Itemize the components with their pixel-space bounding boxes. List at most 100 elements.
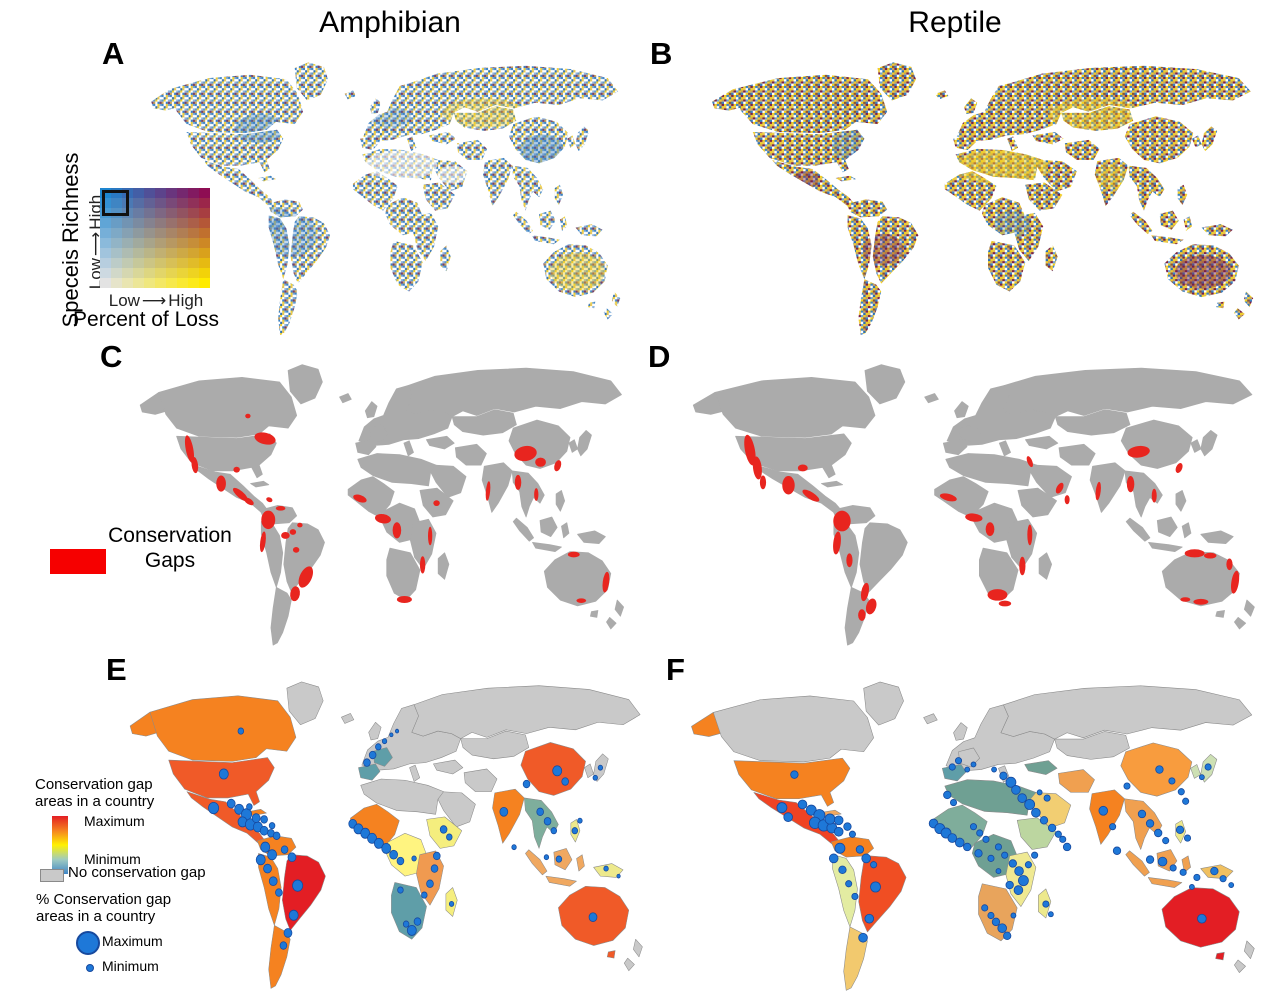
pct-title-line2: areas in a country <box>36 908 156 926</box>
conservation-gaps-label: Conservation Gaps <box>100 523 240 573</box>
bivariate-cell <box>122 218 133 228</box>
bivariate-cell <box>133 198 144 208</box>
bivariate-cell <box>155 208 166 218</box>
min-circle-icon <box>86 964 94 972</box>
bivariate-cell <box>100 188 111 198</box>
bivariate-cell <box>166 218 177 228</box>
gaps-label-line1: Conservation <box>108 524 232 547</box>
bivariate-cell <box>166 188 177 198</box>
bivariate-cell <box>166 248 177 258</box>
bivariate-cell <box>111 198 122 208</box>
panel-letter-a: A <box>102 36 125 71</box>
bivariate-cell <box>133 238 144 248</box>
map-panel-d-reptile-conservation-gaps <box>656 352 1278 652</box>
bivariate-cell <box>199 258 210 268</box>
bivariate-cell <box>199 188 210 198</box>
gradient-title-line1: Conservation gap <box>35 776 153 793</box>
gradient-max-label: Maximum <box>84 813 145 829</box>
bivariate-cell <box>100 268 111 278</box>
pct-title: % Conservation gap areas in a country <box>36 891 171 926</box>
bivariate-cell <box>155 258 166 268</box>
bivariate-cell <box>111 278 122 288</box>
no-gap-label: No conservation gap <box>68 864 206 881</box>
bivariate-cell <box>111 218 122 228</box>
bivariate-cell <box>122 248 133 258</box>
pct-min-label: Minimum <box>102 958 159 974</box>
bivariate-cell <box>133 208 144 218</box>
panel-letter-d: D <box>648 339 671 374</box>
bivariate-cell <box>144 268 155 278</box>
bivariate-cell <box>199 248 210 258</box>
bivariate-cell <box>188 238 199 248</box>
bivariate-cell <box>133 268 144 278</box>
panel-letter-e: E <box>106 652 127 687</box>
bivariate-cell <box>144 188 155 198</box>
bivariate-cell <box>199 208 210 218</box>
bivariate-cell <box>155 248 166 258</box>
gradient-min-label: Minimum <box>84 851 141 867</box>
bivariate-cell <box>111 238 122 248</box>
bivariate-cell <box>166 228 177 238</box>
bivariate-cell <box>133 278 144 288</box>
bivariate-cell <box>177 198 188 208</box>
bivariate-y-axis-title: Speceis Richness <box>58 152 83 328</box>
bivariate-cell <box>100 258 111 268</box>
bivariate-cell <box>155 228 166 238</box>
x-high-label: High <box>168 291 204 310</box>
bivariate-cell <box>188 208 199 218</box>
bivariate-cell <box>166 208 177 218</box>
bivariate-cell <box>188 218 199 228</box>
column-title-amphibian: Amphibian <box>319 6 461 39</box>
bivariate-cell <box>166 258 177 268</box>
bivariate-cell <box>133 258 144 268</box>
bivariate-cell <box>111 268 122 278</box>
map-panel-c-amphibian-conservation-gaps <box>108 352 644 652</box>
bivariate-cell <box>144 248 155 258</box>
bivariate-cell <box>155 198 166 208</box>
bivariate-cell <box>177 218 188 228</box>
gradient-bar <box>52 816 68 874</box>
bivariate-cell <box>144 208 155 218</box>
bivariate-cell <box>111 258 122 268</box>
bivariate-cell <box>188 248 199 258</box>
bivariate-cell <box>144 258 155 268</box>
bivariate-cell <box>100 228 111 238</box>
bivariate-cell <box>122 228 133 238</box>
map-panel-e-amphibian-country-gaps <box>96 668 664 996</box>
bivariate-cell <box>122 238 133 248</box>
bivariate-cell <box>199 218 210 228</box>
bivariate-cell <box>199 278 210 288</box>
bivariate-cell <box>155 278 166 288</box>
bivariate-cell <box>133 228 144 238</box>
column-title-reptile: Reptile <box>908 6 1002 39</box>
gaps-label-line2: Gaps <box>144 549 196 573</box>
bivariate-cell <box>166 238 177 248</box>
bivariate-cell <box>166 268 177 278</box>
bivariate-cell <box>144 198 155 208</box>
bivariate-cell <box>122 268 133 278</box>
bivariate-cell <box>144 238 155 248</box>
bivariate-x-axis-range: Low ⟶ High <box>98 291 214 311</box>
bivariate-cell <box>199 228 210 238</box>
bivariate-color-matrix <box>100 188 210 288</box>
map-panel-a-amphibian-richness-loss <box>120 50 640 342</box>
x-low-label: Low <box>108 291 140 310</box>
bivariate-cell <box>188 258 199 268</box>
bivariate-cell <box>155 268 166 278</box>
bivariate-cell <box>155 218 166 228</box>
conservation-gaps-swatch <box>50 549 106 574</box>
bivariate-cell <box>144 218 155 228</box>
bivariate-cell <box>188 198 199 208</box>
bivariate-cell <box>111 188 122 198</box>
panel-letter-c: C <box>100 339 123 374</box>
bivariate-cell <box>177 228 188 238</box>
max-circle-icon <box>76 931 100 955</box>
bivariate-cell <box>199 198 210 208</box>
bivariate-cell <box>100 248 111 258</box>
bivariate-cell <box>177 248 188 258</box>
arrow-icon: ⟶ <box>141 291 167 310</box>
bivariate-cell <box>155 188 166 198</box>
bivariate-cell <box>100 238 111 248</box>
bivariate-cell <box>188 278 199 288</box>
